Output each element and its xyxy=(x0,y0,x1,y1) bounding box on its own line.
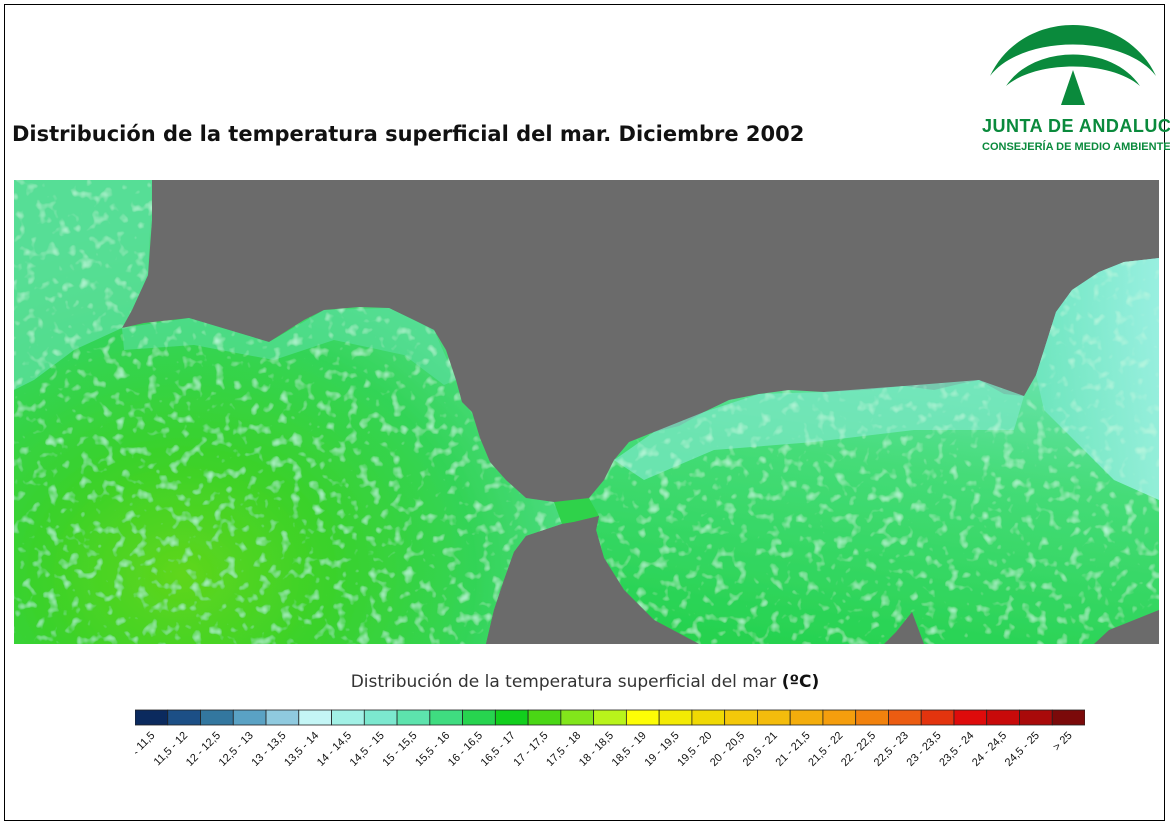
legend-title-text: Distribución de la temperatura superfici… xyxy=(350,672,777,692)
legend-swatch xyxy=(494,709,529,726)
legend-swatch xyxy=(986,709,1020,726)
legend-label: 15,5 - 16 xyxy=(413,730,452,769)
legend-swatch xyxy=(593,709,627,726)
legend-label: 21,5 - 22 xyxy=(806,730,845,769)
legend-swatch xyxy=(331,709,365,726)
legend-swatch xyxy=(298,709,332,726)
legend-label: 14 - 14,5 xyxy=(315,730,354,769)
atlantic-water xyxy=(14,180,574,644)
junta-de-andalucia-logo: JUNTA DE ANDALUCIA CONSEJERÍA DE MEDIO A… xyxy=(982,14,1170,164)
legend-swatch xyxy=(462,709,496,726)
legend-label: 16 - 16,5 xyxy=(446,730,485,769)
legend-label: 20,5 - 21 xyxy=(741,730,780,769)
legend-label: 16,5 - 17 xyxy=(479,730,518,769)
legend-label: 18,5 - 19 xyxy=(610,730,649,769)
legend-swatch xyxy=(789,709,824,726)
legend-label: < 11,5 xyxy=(135,730,158,760)
page-title: Distribución de la temperatura superfici… xyxy=(12,122,805,146)
legend-unit: (ºC) xyxy=(781,672,820,692)
legend-label: 24 - 24,5 xyxy=(970,730,1009,769)
legend-swatch xyxy=(625,709,660,726)
africa-land xyxy=(486,516,699,644)
legend-label: 17,5 - 18 xyxy=(544,730,583,769)
legend-label: 19,5 - 20 xyxy=(675,730,714,769)
legend-swatch xyxy=(658,709,693,726)
legend-swatch xyxy=(888,709,922,726)
legend-label: > 25 xyxy=(1051,730,1075,754)
legend-swatch xyxy=(1051,709,1085,726)
legend-title: Distribución de la temperatura superfici… xyxy=(0,672,1170,692)
legend-swatch xyxy=(691,709,726,726)
legend-label: 23,5 - 24 xyxy=(937,730,976,769)
legend-swatch xyxy=(527,709,562,726)
legend-swatch xyxy=(200,709,234,726)
legend-label: 17 - 17,5 xyxy=(511,730,550,769)
logo-emblem-icon xyxy=(990,25,1156,105)
legend-swatch xyxy=(920,709,955,726)
legend-swatch xyxy=(232,709,267,726)
legend-swatch xyxy=(560,709,595,726)
legend-label: 20 - 20,5 xyxy=(708,730,747,769)
logo-name-text: JUNTA DE ANDALUCIA xyxy=(982,116,1170,136)
legend-swatch xyxy=(429,709,463,726)
legend-label: 22 - 22,5 xyxy=(839,730,878,769)
legend-swatch xyxy=(822,709,857,726)
legend-swatch xyxy=(396,709,431,726)
legend-swatch xyxy=(135,709,169,726)
legend-swatch xyxy=(855,709,889,726)
legend-swatch xyxy=(265,709,300,726)
legend-label: 12,5 - 13 xyxy=(217,730,256,769)
legend-label: 15 - 15,5 xyxy=(380,730,419,769)
legend-label: 11,5 - 12 xyxy=(152,730,191,769)
legend-label: 13,5 - 14 xyxy=(282,730,321,769)
legend-label: 21 - 21,5 xyxy=(773,730,812,769)
alboran-sea-water xyxy=(589,258,1159,644)
legend-swatch xyxy=(1019,709,1053,726)
legend-swatch xyxy=(363,709,398,726)
legend-label: 23 - 23,5 xyxy=(905,730,944,769)
legend-label: 18 - 18,5 xyxy=(577,730,616,769)
legend-label: 22,5 - 23 xyxy=(872,730,911,769)
legend-label: 13 - 13,5 xyxy=(249,730,288,769)
legend-label: 14,5 - 15 xyxy=(348,730,387,769)
legend-swatch xyxy=(724,709,758,726)
legend-swatch xyxy=(953,709,988,726)
legend-swatch xyxy=(167,709,201,726)
legend-label: 19 - 19,5 xyxy=(642,730,681,769)
legend-label: 24,5 - 25 xyxy=(1003,730,1042,769)
legend-swatch xyxy=(757,709,791,726)
logo-subtitle-text: CONSEJERÍA DE MEDIO AMBIENTE xyxy=(982,141,1170,153)
sea-temperature-map xyxy=(14,180,1159,644)
figure-frame xyxy=(4,4,1165,821)
legend-label: 12 - 12,5 xyxy=(184,730,223,769)
